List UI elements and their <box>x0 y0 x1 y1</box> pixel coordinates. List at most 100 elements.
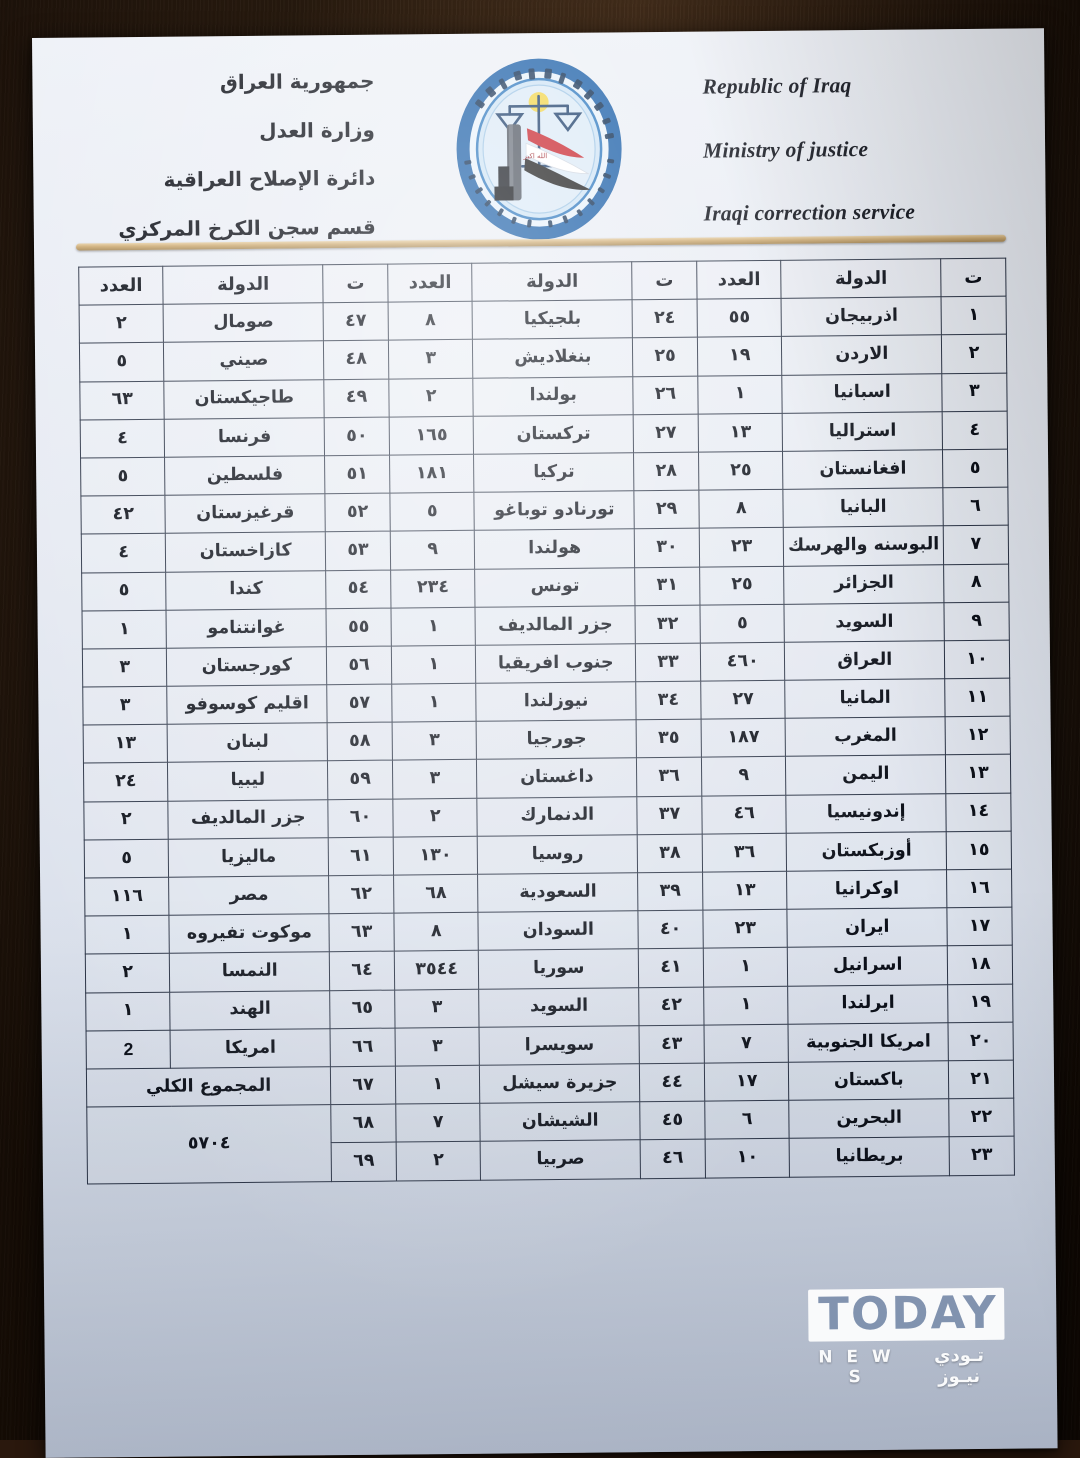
header-english-line-2: Ministry of justice <box>703 135 1003 163</box>
cell-index-middle: ٤٦ <box>640 1139 705 1178</box>
cell-count-right: ١٩ <box>697 337 782 376</box>
cell-country-middle: روسيا <box>478 835 638 875</box>
cell-count-middle: ٢ <box>393 798 478 837</box>
cell-count-right: ٣٦ <box>702 833 787 872</box>
total-label-cell: المجموع الكلي <box>86 1067 330 1108</box>
cell-country-middle: بلجيكيا <box>473 300 633 340</box>
header-english-line-3: Iraqi correction service <box>704 199 1004 227</box>
cell-index-middle: ٢٨ <box>634 452 699 491</box>
cell-index-right: ١٢ <box>945 716 1010 755</box>
cell-count-right: ١٣ <box>703 871 788 910</box>
cell-count-right: ٢٣ <box>703 909 788 948</box>
cell-count-left: ٦٣ <box>80 381 165 420</box>
cell-count-middle: ٦٨ <box>394 874 479 913</box>
cell-index-right: ٥ <box>943 449 1008 488</box>
cell-index-left: ٦٨ <box>331 1104 396 1143</box>
cell-count-right: ٥٥ <box>697 299 782 338</box>
cell-count-right: ١٨٧ <box>701 719 786 758</box>
cell-count-left: ٣ <box>82 648 167 687</box>
cell-index-left: ٦٤ <box>329 951 394 990</box>
cell-count-middle: ١٦٥ <box>389 416 474 455</box>
cell-count-left: ٥ <box>84 839 169 878</box>
cell-index-middle: ٤٢ <box>639 987 704 1026</box>
cell-count-middle: ١ <box>391 645 476 684</box>
cell-count-right: ١ <box>703 948 788 987</box>
cell-index-right: ١ <box>941 296 1006 335</box>
cell-index-middle: ٤٥ <box>640 1101 705 1140</box>
cell-country-middle: بنغلاديش <box>473 338 633 378</box>
cell-index-middle: ٢٦ <box>633 376 698 415</box>
cell-index-right: ١٨ <box>947 946 1012 985</box>
watermark-news-text: N E W S <box>809 1347 905 1388</box>
col-header-index-middle: ت <box>632 261 697 300</box>
cell-count-middle: ٣ <box>392 722 477 761</box>
cell-country-right: المانيا <box>785 679 945 719</box>
cell-count-left: ١١٦ <box>85 877 170 916</box>
cell-index-right: ٨ <box>944 564 1009 603</box>
cell-country-left: كندا <box>166 570 326 610</box>
cell-country-left: الهند <box>170 990 330 1030</box>
cell-count-left: ٢ <box>85 954 170 993</box>
ministry-of-justice-emblem-icon: الله اكبر <box>447 57 631 241</box>
cell-index-middle: ٢٤ <box>632 299 697 338</box>
cell-index-right: ٢ <box>941 335 1006 374</box>
cell-country-right: العراق <box>785 641 945 681</box>
cell-country-middle: جزيرة سيشل <box>480 1064 640 1104</box>
cell-index-left: ٤٨ <box>324 340 389 379</box>
cell-index-left: ٦١ <box>328 837 393 876</box>
cell-country-right: الاردن <box>782 335 942 375</box>
cell-index-right: ١٦ <box>947 869 1012 908</box>
cell-index-middle: ٤٤ <box>639 1063 704 1102</box>
cell-index-middle: ٤٠ <box>638 910 703 949</box>
cell-index-middle: ٣٤ <box>636 681 701 720</box>
cell-country-middle: جورجيا <box>477 720 637 760</box>
cell-country-middle: جنوب افريقيا <box>476 644 636 684</box>
cell-country-right: ايرلندا <box>788 984 948 1024</box>
cell-index-right: ١٣ <box>945 755 1010 794</box>
watermark-logo-box: TODAY <box>808 1288 1004 1342</box>
cell-index-left: ٥٨ <box>327 722 392 761</box>
cell-country-middle: بولندا <box>473 376 633 416</box>
cell-index-middle: ٣٣ <box>635 643 700 682</box>
cell-index-left: ٤٩ <box>324 379 389 418</box>
cell-country-right: اسبانيا <box>782 373 942 413</box>
cell-index-left: ٥٢ <box>325 493 390 532</box>
cell-country-left: جزر المالديف <box>168 799 328 839</box>
cell-count-left: ٣ <box>83 686 168 725</box>
cell-country-middle: جزر المالديف <box>475 605 635 645</box>
col-header-count-middle: العدد <box>388 263 473 302</box>
cell-country-left: النمسا <box>170 952 330 992</box>
cell-index-left: ٦٥ <box>330 990 395 1029</box>
cell-count-left: 2 <box>86 1030 171 1069</box>
cell-index-middle: ٤٣ <box>639 1025 704 1064</box>
cell-count-middle: ٢ <box>389 378 474 417</box>
nationality-table: ت الدولة العدد ت الدولة العدد ت الدولة ا… <box>78 258 1015 1184</box>
cell-index-right: ١٤ <box>946 793 1011 832</box>
cell-country-right: السويد <box>784 602 944 642</box>
cell-country-right: اوكرانيا <box>787 870 947 910</box>
cell-index-right: ٢٢ <box>949 1098 1014 1137</box>
cell-count-left: ٢ <box>79 304 164 343</box>
cell-count-left: ٤ <box>80 419 165 458</box>
cell-index-right: ١٧ <box>947 907 1012 946</box>
cell-count-right: ١ <box>698 375 783 414</box>
cell-index-right: ١٩ <box>948 984 1013 1023</box>
cell-index-left: ٦٠ <box>328 799 393 838</box>
cell-count-middle: ٩ <box>390 531 475 570</box>
cell-country-middle: سويسرا <box>479 1025 639 1065</box>
col-header-count-left: العدد <box>79 266 164 305</box>
cell-index-right: ٢١ <box>948 1060 1013 1099</box>
cell-count-middle: ٢٣٤ <box>391 569 476 608</box>
total-value-cell: ٥٧٠٤ <box>87 1105 332 1184</box>
header-english-block: Republic of Iraq Ministry of justice Ira… <box>702 72 1003 227</box>
cell-index-left: ٦٦ <box>330 1028 395 1067</box>
cell-count-right: ٤٦ <box>702 795 787 834</box>
cell-country-left: امريكا <box>171 1028 331 1068</box>
header-arabic-line-2: وزارة العدل <box>75 118 375 143</box>
cell-country-middle: تركيا <box>474 453 634 493</box>
cell-count-left: ١ <box>82 610 167 649</box>
cell-country-middle: هولندا <box>475 529 635 569</box>
cell-count-middle: ٣ <box>395 1027 480 1066</box>
cell-index-right: ١٥ <box>946 831 1011 870</box>
